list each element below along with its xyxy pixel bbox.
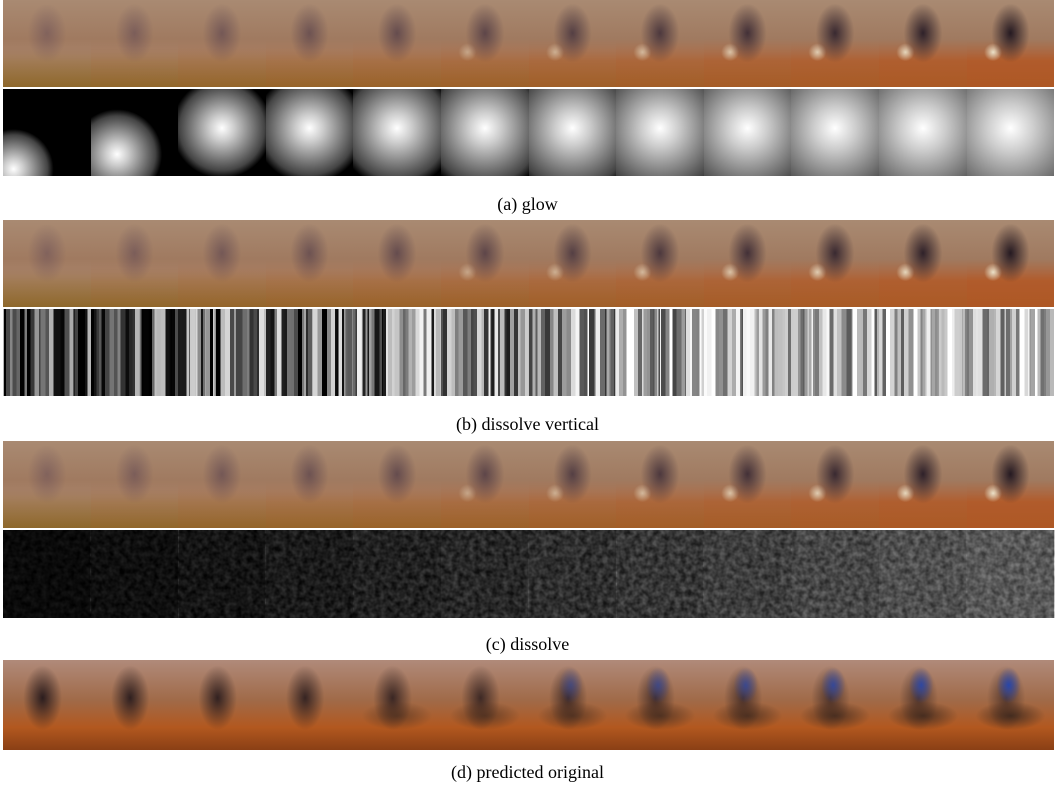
image-tile [529, 220, 617, 307]
image-tile [616, 660, 704, 750]
mask-strip [3, 530, 1055, 618]
noise-mask [3, 530, 91, 618]
image-tile [353, 0, 441, 87]
mask-strip [3, 309, 1055, 396]
stripe-mask [178, 309, 266, 396]
image-tile [791, 0, 879, 87]
glow-mask [967, 89, 1055, 176]
image-tile [704, 0, 792, 87]
stripe-mask [441, 309, 529, 396]
stripe-mask [91, 309, 179, 396]
noise-mask [91, 530, 179, 618]
stripe-mask [704, 309, 792, 396]
noise-mask [441, 530, 529, 618]
glow-mask [91, 89, 179, 176]
image-strip [3, 0, 1055, 87]
image-tile [178, 441, 266, 528]
image-tile [529, 660, 617, 750]
image-tile [704, 441, 792, 528]
image-tile [441, 0, 529, 87]
image-tile [91, 220, 179, 307]
noise-mask [616, 530, 704, 618]
image-tile [616, 441, 704, 528]
image-tile [967, 0, 1055, 87]
mask-strip [3, 89, 1055, 176]
caption: (c) dissolve [0, 634, 1055, 655]
glow-mask [616, 89, 704, 176]
caption: (d) predicted original [0, 762, 1055, 783]
image-tile [91, 0, 179, 87]
noise-mask [266, 530, 354, 618]
image-tile [791, 660, 879, 750]
image-tile [91, 441, 179, 528]
image-tile [704, 660, 792, 750]
noise-mask [529, 530, 617, 618]
image-tile [879, 660, 967, 750]
image-tile [879, 220, 967, 307]
stripe-mask [879, 309, 967, 396]
glow-mask [791, 89, 879, 176]
image-tile [178, 220, 266, 307]
image-tile [353, 441, 441, 528]
caption: (a) glow [0, 194, 1055, 215]
image-tile [91, 660, 179, 750]
stripe-mask [967, 309, 1055, 396]
image-tile [791, 220, 879, 307]
image-tile [879, 441, 967, 528]
image-tile [616, 0, 704, 87]
image-tile [3, 0, 91, 87]
image-tile [3, 660, 91, 750]
image-tile [266, 0, 354, 87]
image-tile [3, 441, 91, 528]
image-tile [178, 0, 266, 87]
image-tile [704, 220, 792, 307]
stripe-mask [616, 309, 704, 396]
image-tile [266, 220, 354, 307]
noise-mask [879, 530, 967, 618]
image-tile [3, 220, 91, 307]
image-tile [266, 441, 354, 528]
stripe-mask [3, 309, 91, 396]
image-tile [529, 441, 617, 528]
image-tile [967, 660, 1055, 750]
image-tile [441, 220, 529, 307]
image-strip [3, 441, 1055, 528]
image-tile [529, 0, 617, 87]
image-tile [967, 220, 1055, 307]
stripe-mask [353, 309, 441, 396]
image-tile [791, 441, 879, 528]
noise-mask [791, 530, 879, 618]
noise-mask [967, 530, 1055, 618]
image-tile [616, 220, 704, 307]
image-tile [353, 220, 441, 307]
image-tile [441, 441, 529, 528]
stripe-mask [791, 309, 879, 396]
glow-mask [266, 89, 354, 176]
noise-mask [178, 530, 266, 618]
image-tile [353, 660, 441, 750]
glow-mask [441, 89, 529, 176]
glow-mask [178, 89, 266, 176]
glow-mask [704, 89, 792, 176]
noise-mask [353, 530, 441, 618]
image-tile [967, 441, 1055, 528]
image-tile [266, 660, 354, 750]
image-tile [441, 660, 529, 750]
image-tile [879, 0, 967, 87]
glow-mask [3, 89, 91, 176]
glow-mask [879, 89, 967, 176]
caption: (b) dissolve vertical [0, 414, 1055, 435]
glow-mask [353, 89, 441, 176]
glow-mask [529, 89, 617, 176]
noise-mask [704, 530, 792, 618]
image-tile [178, 660, 266, 750]
figure: (a) glow (b) dissolve vertical (c) disso… [0, 0, 1055, 794]
image-strip [3, 220, 1055, 307]
image-strip [3, 660, 1055, 750]
stripe-mask [266, 309, 354, 396]
stripe-mask [529, 309, 617, 396]
